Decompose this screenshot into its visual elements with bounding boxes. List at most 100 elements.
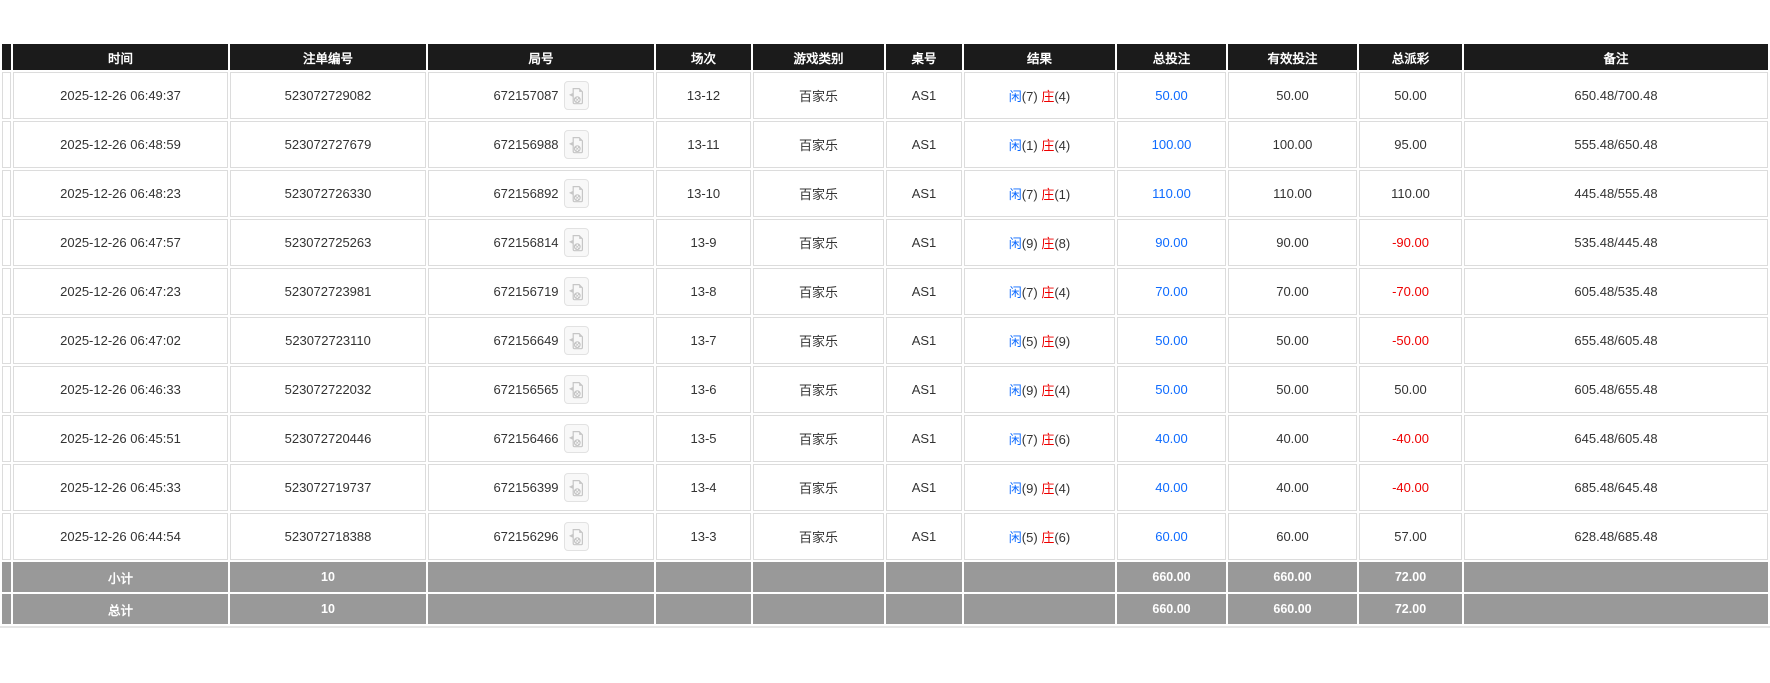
valid-bet: 90.00 — [1228, 219, 1357, 266]
result-cell: 闲(9) 庄(4) — [964, 366, 1115, 413]
footer-spacer-cell — [2, 594, 11, 624]
total-bet-link[interactable]: 50.00 — [1117, 317, 1226, 364]
game-type: 百家乐 — [753, 72, 884, 119]
table-number: AS1 — [886, 72, 962, 119]
total-bet-link[interactable]: 110.00 — [1117, 170, 1226, 217]
header-total-bet: 总投注 — [1117, 44, 1226, 70]
header-row: 时间 注单编号 局号 场次 游戏类别 桌号 结果 总投注 有效投注 总派彩 备注 — [2, 44, 1768, 70]
game-type: 百家乐 — [753, 268, 884, 315]
video-replay-button[interactable] — [563, 424, 589, 453]
bet-time: 2025-12-26 06:49:37 — [13, 72, 228, 119]
header-session: 场次 — [656, 44, 751, 70]
round-number-cell: 672157087 — [428, 72, 654, 119]
result-player-score: (5) — [1021, 334, 1038, 349]
row-spacer-cell — [2, 268, 11, 315]
remark: 605.48/655.48 — [1464, 366, 1768, 413]
result-banker-label: 庄 — [1041, 383, 1055, 398]
game-type: 百家乐 — [753, 170, 884, 217]
total-bet-count: 10 — [230, 594, 426, 624]
session: 13-7 — [656, 317, 751, 364]
bet-number: 523072727679 — [230, 121, 426, 168]
bet-record-row: 2025-12-26 06:45:33 523072719737 6721563… — [2, 464, 1768, 511]
valid-bet: 100.00 — [1228, 121, 1357, 168]
bet-time: 2025-12-26 06:48:23 — [13, 170, 228, 217]
header-remark: 备注 — [1464, 44, 1768, 70]
video-replay-button[interactable] — [563, 277, 589, 306]
total-bet-link[interactable]: 50.00 — [1117, 72, 1226, 119]
result-banker-label: 庄 — [1041, 530, 1055, 545]
total-bet-link[interactable]: 100.00 — [1117, 121, 1226, 168]
bet-record-row: 2025-12-26 06:48:59 523072727679 6721569… — [2, 121, 1768, 168]
round-number: 672156988 — [493, 137, 559, 152]
valid-bet: 70.00 — [1228, 268, 1357, 315]
bet-time: 2025-12-26 06:46:33 — [13, 366, 228, 413]
total-bet-link[interactable]: 40.00 — [1117, 464, 1226, 511]
result-player-label: 闲 — [1008, 530, 1022, 545]
valid-bet: 110.00 — [1228, 170, 1357, 217]
game-type: 百家乐 — [753, 317, 884, 364]
row-spacer-cell — [2, 464, 11, 511]
bet-number: 523072718388 — [230, 513, 426, 560]
total-valid-bet: 660.00 — [1228, 594, 1357, 624]
remark: 645.48/605.48 — [1464, 415, 1768, 462]
session: 13-12 — [656, 72, 751, 119]
round-number-cell: 672156649 — [428, 317, 654, 364]
session: 13-10 — [656, 170, 751, 217]
total-label: 总计 — [13, 594, 228, 624]
session: 13-11 — [656, 121, 751, 168]
subtotal-label: 小计 — [13, 562, 228, 592]
total-bet-link[interactable]: 50.00 — [1117, 366, 1226, 413]
header-result: 结果 — [964, 44, 1115, 70]
total-total-bet: 660.00 — [1117, 594, 1226, 624]
total-bet-link[interactable]: 70.00 — [1117, 268, 1226, 315]
round-number: 672156649 — [493, 333, 559, 348]
header-time: 时间 — [13, 44, 228, 70]
bet-number: 523072720446 — [230, 415, 426, 462]
video-replay-button[interactable] — [563, 375, 589, 404]
total-bet-link[interactable]: 40.00 — [1117, 415, 1226, 462]
total-payout: 50.00 — [1359, 366, 1462, 413]
bet-number: 523072726330 — [230, 170, 426, 217]
bet-records-page: 时间 注单编号 局号 场次 游戏类别 桌号 结果 总投注 有效投注 总派彩 备注… — [0, 44, 1770, 628]
row-spacer-cell — [2, 72, 11, 119]
video-replay-button[interactable] — [563, 228, 589, 257]
round-number: 672156719 — [493, 284, 559, 299]
game-type: 百家乐 — [753, 415, 884, 462]
bet-record-row: 2025-12-26 06:44:54 523072718388 6721562… — [2, 513, 1768, 560]
total-payout: -90.00 — [1359, 219, 1462, 266]
total-bet-link[interactable]: 90.00 — [1117, 219, 1226, 266]
table-number: AS1 — [886, 464, 962, 511]
total-total-payout: 72.00 — [1359, 594, 1462, 624]
game-type: 百家乐 — [753, 121, 884, 168]
valid-bet: 50.00 — [1228, 72, 1357, 119]
total-payout: -40.00 — [1359, 464, 1462, 511]
session: 13-6 — [656, 366, 751, 413]
table-number: AS1 — [886, 415, 962, 462]
result-player-label: 闲 — [1008, 236, 1022, 251]
round-number-cell: 672156892 — [428, 170, 654, 217]
total-payout: -70.00 — [1359, 268, 1462, 315]
round-number-cell: 672156399 — [428, 464, 654, 511]
result-player-score: (5) — [1021, 530, 1038, 545]
result-player-label: 闲 — [1008, 138, 1022, 153]
bet-number: 523072723981 — [230, 268, 426, 315]
table-number: AS1 — [886, 268, 962, 315]
result-cell: 闲(7) 庄(1) — [964, 170, 1115, 217]
valid-bet: 50.00 — [1228, 317, 1357, 364]
video-replay-button[interactable] — [563, 179, 589, 208]
video-replay-button[interactable] — [563, 130, 589, 159]
bet-number: 523072729082 — [230, 72, 426, 119]
remark: 445.48/555.48 — [1464, 170, 1768, 217]
result-banker-label: 庄 — [1041, 138, 1055, 153]
remark: 628.48/685.48 — [1464, 513, 1768, 560]
total-bet-link[interactable]: 60.00 — [1117, 513, 1226, 560]
bet-time: 2025-12-26 06:48:59 — [13, 121, 228, 168]
video-replay-button[interactable] — [563, 473, 589, 502]
video-replay-button[interactable] — [563, 326, 589, 355]
total-payout: 95.00 — [1359, 121, 1462, 168]
total-payout: -50.00 — [1359, 317, 1462, 364]
session: 13-3 — [656, 513, 751, 560]
bet-record-row: 2025-12-26 06:45:51 523072720446 6721564… — [2, 415, 1768, 462]
video-replay-button[interactable] — [563, 81, 589, 110]
video-replay-button[interactable] — [563, 522, 589, 551]
